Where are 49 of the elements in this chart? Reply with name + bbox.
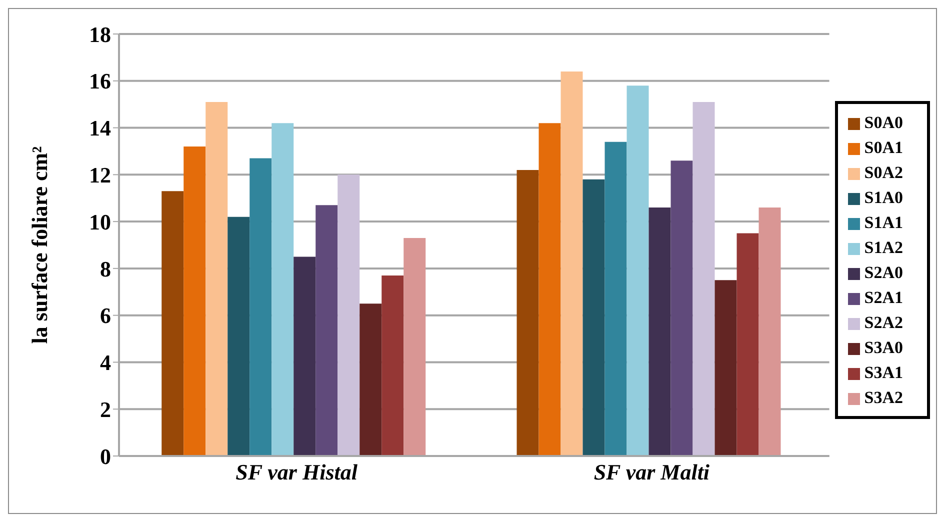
legend-label: S0A0 bbox=[864, 113, 903, 132]
y-axis-title: la surface foliare cm² bbox=[26, 146, 52, 344]
bar bbox=[560, 72, 583, 456]
y-tick-label: 16 bbox=[89, 68, 111, 94]
bar bbox=[516, 170, 539, 456]
y-tick-label: 0 bbox=[100, 444, 111, 469]
x-tick-label: SF var Malti bbox=[594, 460, 710, 485]
y-tick-label: 4 bbox=[100, 350, 111, 376]
bar bbox=[382, 275, 404, 456]
legend-label: S0A2 bbox=[864, 163, 903, 182]
legend-label: S3A0 bbox=[864, 338, 903, 357]
bar bbox=[648, 207, 671, 456]
legend-label: S2A1 bbox=[864, 288, 903, 307]
bar bbox=[272, 123, 294, 456]
y-tick-label: 8 bbox=[100, 256, 111, 282]
legend-label: S3A2 bbox=[864, 388, 903, 407]
bar bbox=[228, 216, 250, 456]
bar bbox=[538, 123, 561, 456]
bar bbox=[184, 146, 206, 456]
x-tick-label: SF var Histal bbox=[236, 460, 358, 485]
y-tick-label: 2 bbox=[100, 396, 111, 422]
legend-label: S2A2 bbox=[864, 313, 903, 332]
legend-label: S1A2 bbox=[864, 238, 903, 257]
bar bbox=[758, 207, 781, 456]
bar bbox=[338, 174, 360, 456]
legend-label: S2A0 bbox=[864, 263, 903, 282]
bar bbox=[626, 86, 649, 456]
bar bbox=[294, 256, 316, 456]
y-tick-label: 12 bbox=[89, 162, 111, 188]
bar bbox=[360, 304, 382, 456]
y-tick-label: 6 bbox=[100, 303, 111, 328]
bar bbox=[604, 142, 627, 456]
bar bbox=[206, 102, 228, 456]
legend-label: S1A1 bbox=[864, 213, 903, 232]
bar bbox=[736, 233, 759, 456]
bar bbox=[670, 160, 693, 456]
bar bbox=[250, 158, 272, 456]
bar bbox=[692, 102, 715, 456]
bar bbox=[162, 191, 184, 456]
legend-label: S1A0 bbox=[864, 188, 903, 207]
legend-label: S3A1 bbox=[864, 363, 903, 382]
bar bbox=[316, 205, 338, 456]
y-tick-label: 18 bbox=[89, 22, 111, 47]
y-tick-label: 10 bbox=[89, 209, 111, 234]
legend-label: S0A1 bbox=[864, 138, 903, 157]
y-tick-label: 14 bbox=[89, 116, 111, 141]
bar bbox=[714, 280, 737, 456]
bar bbox=[404, 238, 426, 456]
bar bbox=[582, 179, 605, 456]
